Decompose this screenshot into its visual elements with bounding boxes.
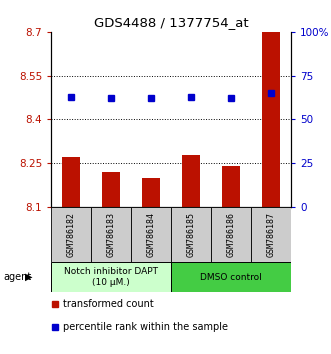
Bar xyxy=(102,172,120,207)
Bar xyxy=(222,166,240,207)
Bar xyxy=(182,155,200,207)
Bar xyxy=(262,32,280,207)
Bar xyxy=(142,178,160,207)
Text: GSM786187: GSM786187 xyxy=(267,212,276,257)
Text: DMSO control: DMSO control xyxy=(200,273,262,281)
Text: GSM786185: GSM786185 xyxy=(187,212,196,257)
Text: percentile rank within the sample: percentile rank within the sample xyxy=(63,321,228,332)
Bar xyxy=(211,207,251,262)
Bar xyxy=(62,158,80,207)
Text: GSM786183: GSM786183 xyxy=(107,212,116,257)
Text: GSM786186: GSM786186 xyxy=(227,212,236,257)
Text: GSM786184: GSM786184 xyxy=(147,212,156,257)
Text: ▶: ▶ xyxy=(25,272,32,282)
Bar xyxy=(171,207,211,262)
Bar xyxy=(91,207,131,262)
Bar xyxy=(171,262,291,292)
Text: agent: agent xyxy=(3,272,31,282)
Text: transformed count: transformed count xyxy=(63,298,154,309)
Bar xyxy=(51,262,171,292)
Title: GDS4488 / 1377754_at: GDS4488 / 1377754_at xyxy=(94,16,249,29)
Text: Notch inhibitor DAPT
(10 μM.): Notch inhibitor DAPT (10 μM.) xyxy=(64,267,158,287)
Bar xyxy=(51,207,91,262)
Bar xyxy=(251,207,291,262)
Text: GSM786182: GSM786182 xyxy=(67,212,76,257)
Bar xyxy=(131,207,171,262)
